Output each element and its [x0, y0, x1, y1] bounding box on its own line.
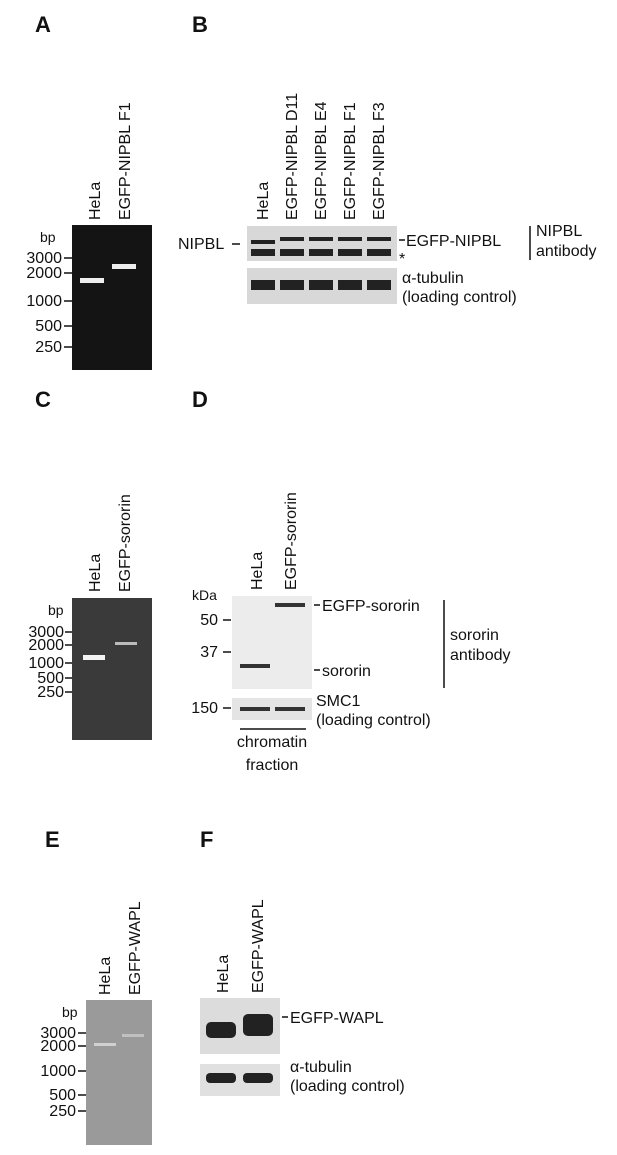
control-label: α-tubulin — [290, 1059, 352, 1076]
ladder-label: 250 — [49, 1103, 76, 1120]
gel — [72, 598, 152, 740]
ladder-label: 500 — [37, 670, 64, 687]
lane-label: HeLa — [215, 955, 232, 993]
fraction-label: fraction — [246, 757, 298, 774]
nonspecific: * — [399, 251, 405, 268]
band — [240, 707, 270, 711]
control-label: SMC1 — [316, 693, 361, 710]
band — [206, 1073, 236, 1083]
band-label: sororin — [322, 663, 371, 680]
blot — [232, 596, 312, 689]
lane-label: EGFP-NIPBL F1 — [117, 102, 134, 220]
ladder-label: 250 — [35, 339, 62, 356]
ladder-label: 1000 — [26, 293, 62, 310]
panel-label: C — [35, 387, 51, 412]
control-label: (loading control) — [402, 289, 517, 306]
lane-label: HeLa — [255, 182, 272, 220]
panel-label: A — [35, 12, 51, 37]
band — [83, 655, 105, 660]
lane-label: EGFP-NIPBL D11 — [284, 93, 301, 220]
band — [275, 603, 305, 607]
lane-label: HeLa — [97, 957, 114, 995]
band — [122, 1034, 144, 1037]
ladder-label: 2000 — [26, 265, 62, 282]
band-label: EGFP-sororin — [322, 598, 420, 615]
panel-label: E — [45, 827, 60, 852]
ladder-ticks — [78, 1032, 86, 1112]
lane-label: HeLa — [87, 182, 104, 220]
bands — [251, 237, 391, 290]
band — [206, 1022, 236, 1038]
marker-ticks — [223, 619, 231, 709]
lane-label: EGFP-WAPL — [250, 899, 267, 993]
lane-label: HeLa — [87, 554, 104, 592]
lane-label: EGFP-NIPBL E4 — [313, 101, 330, 220]
marker-label: 37 — [200, 644, 218, 661]
ladder-label: 2000 — [40, 1038, 76, 1055]
lane-label: EGFP-sororin — [117, 494, 134, 592]
ladder-label: 2000 — [28, 637, 64, 654]
blot — [232, 698, 312, 720]
unit: bp — [40, 229, 56, 245]
lane-label: HeLa — [249, 552, 266, 590]
ladder-ticks — [65, 631, 72, 693]
lane-label: EGFP-WAPL — [127, 901, 144, 995]
antibody-label: antibody — [450, 647, 511, 664]
band — [115, 642, 137, 645]
panel-label: B — [192, 12, 208, 37]
band-label: NIPBL — [178, 236, 224, 253]
marker-label: 150 — [191, 700, 218, 717]
ladder-label: 500 — [35, 318, 62, 335]
lane-label: EGFP-NIPBL F3 — [371, 102, 388, 220]
gel — [86, 1000, 152, 1145]
gel — [72, 225, 152, 370]
ladder-ticks — [64, 257, 72, 348]
band-label: EGFP-WAPL — [290, 1010, 384, 1027]
ladder-label: 250 — [37, 684, 64, 701]
unit: kDa — [192, 587, 217, 603]
panel-label: D — [192, 387, 208, 412]
ladder-label: 1000 — [40, 1063, 76, 1080]
panel-label: F — [200, 827, 213, 852]
band — [112, 264, 136, 269]
fraction-label: chromatin — [237, 734, 307, 751]
band-label: EGFP-NIPBL — [406, 233, 501, 250]
antibody-label: sororin — [450, 627, 499, 644]
lane-label: EGFP-sororin — [283, 492, 300, 590]
antibody-label: antibody — [536, 243, 597, 260]
band — [243, 1014, 273, 1036]
ladder-label: 3000 — [28, 624, 64, 641]
ladder-label: 500 — [49, 1087, 76, 1104]
band — [243, 1073, 273, 1083]
ladder-label: 3000 — [26, 250, 62, 267]
band — [240, 664, 270, 668]
control-label: (loading control) — [316, 712, 431, 729]
band — [94, 1043, 116, 1046]
unit: bp — [62, 1004, 78, 1020]
band — [80, 278, 104, 283]
control-label: α-tubulin — [402, 270, 464, 287]
antibody-label: NIPBL — [536, 223, 582, 240]
lane-label: EGFP-NIPBL F1 — [342, 102, 359, 220]
band — [275, 707, 305, 711]
unit: bp — [48, 602, 64, 618]
ladder-label: 3000 — [40, 1025, 76, 1042]
control-label: (loading control) — [290, 1078, 405, 1095]
ladder-label: 1000 — [28, 655, 64, 672]
marker-label: 50 — [200, 612, 218, 629]
